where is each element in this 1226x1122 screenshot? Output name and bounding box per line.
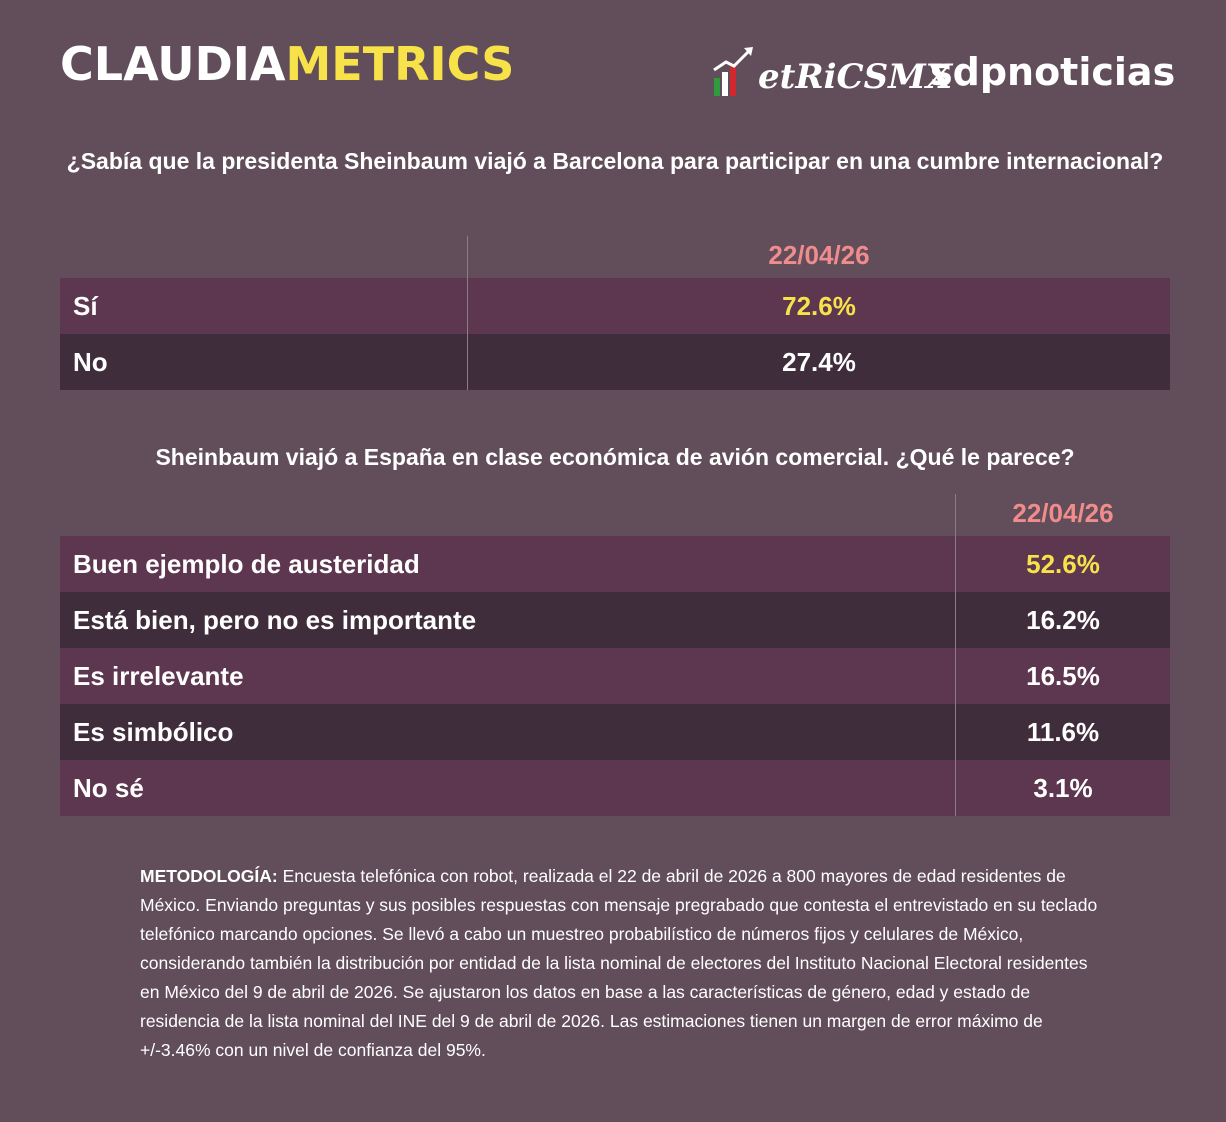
question-1-title: ¿Sabía que la presidenta Sheinbaum viajó…	[66, 148, 1164, 174]
row-value: 16.5%	[1026, 661, 1100, 691]
bar-chart-arrow-icon	[713, 47, 753, 96]
table-2-divider	[955, 494, 956, 816]
table-2-body: Buen ejemplo de austeridad 52.6% Está bien…	[60, 536, 1170, 816]
table-row: No sé 3.1%	[60, 760, 1170, 816]
claudiametrics-logo: CLAUDIAMETRICS	[60, 34, 514, 94]
table-1-date: 22/04/26	[768, 240, 870, 270]
table-1: 22/04/26 Sí 72.6% No 27.4%	[60, 236, 1170, 390]
table-1-header: 22/04/26	[60, 236, 1170, 278]
row-label: Sí	[73, 291, 98, 321]
logo-part-claudia: CLAUDIA	[60, 37, 286, 91]
row-value: 11.6%	[1026, 717, 1100, 747]
table-1-divider	[467, 236, 468, 390]
methodology-label: METODOLOGÍA:	[140, 866, 278, 886]
row-value: 72.6%	[782, 291, 856, 321]
methodology-text: Encuesta telefónica con robot, realizada…	[140, 866, 1098, 1060]
methodology-note: METODOLOGÍA: Encuesta telefónica con rob…	[140, 862, 1100, 1065]
table-row: Buen ejemplo de austeridad 52.6%	[60, 536, 1170, 592]
table-row: Sí 72.6%	[60, 278, 1170, 334]
row-label: No sé	[73, 773, 144, 803]
row-value: 3.1%	[1033, 773, 1093, 803]
row-label: Es irrelevante	[73, 661, 244, 691]
table-2: 22/04/26 Buen ejemplo de austeridad 52.6%…	[60, 494, 1170, 816]
row-value: 27.4%	[782, 347, 856, 377]
sdpnoticias-logo: sdpnoticias	[930, 50, 1176, 94]
logo-part-metrics: METRICS	[285, 37, 515, 91]
question-2-title: Sheinbaum viajó a España en clase económ…	[155, 444, 1075, 470]
table-row: No 27.4%	[60, 334, 1170, 390]
table-2-date: 22/04/26	[1012, 498, 1114, 528]
table-row: Es simbólico 11.6%	[60, 704, 1170, 760]
metricsmx-text: etRiCSMX	[758, 57, 953, 97]
table-1-body: Sí 72.6% No 27.4%	[60, 278, 1170, 390]
row-label: Buen ejemplo de austeridad	[73, 549, 420, 579]
row-value: 52.6%	[1026, 549, 1100, 579]
table-row: Es irrelevante 16.5%	[60, 648, 1170, 704]
row-label: Es simbólico	[73, 717, 234, 747]
row-label: No	[73, 347, 108, 377]
table-row: Está bien, pero no es importante 16.2%	[60, 592, 1170, 648]
metricsmx-logo: etRiCSMX	[712, 40, 952, 100]
row-label: Está bien, pero no es importante	[73, 605, 477, 635]
table-2-header: 22/04/26	[60, 494, 1170, 536]
row-value: 16.2%	[1026, 605, 1100, 635]
